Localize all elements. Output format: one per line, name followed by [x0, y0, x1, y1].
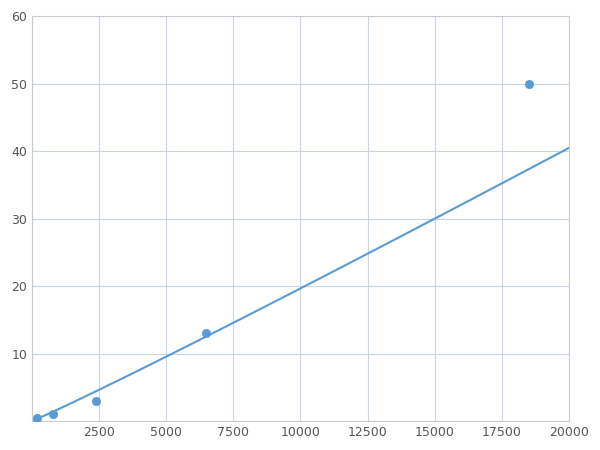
Point — [32, 414, 42, 421]
Point — [524, 80, 533, 87]
Point — [202, 330, 211, 337]
Point — [49, 411, 58, 418]
Point — [92, 397, 101, 405]
